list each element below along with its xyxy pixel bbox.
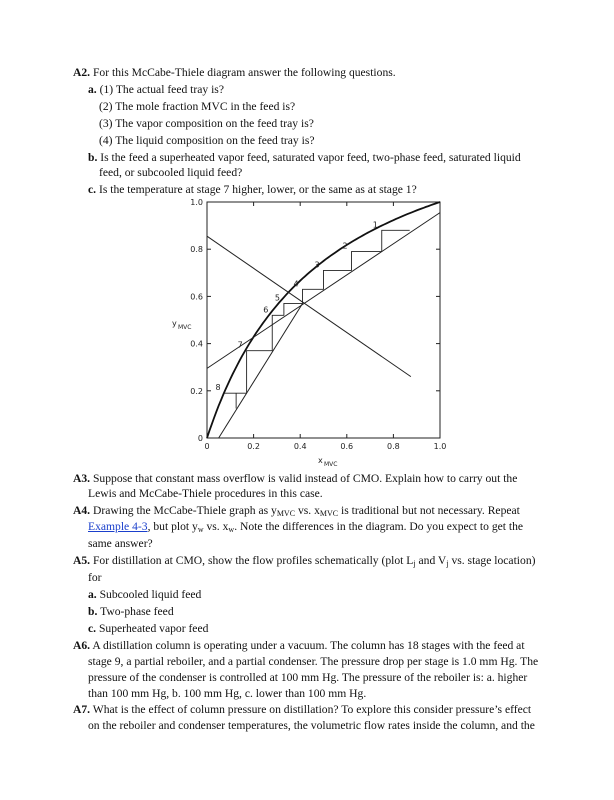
part-label: a. bbox=[88, 83, 97, 96]
question-text: A distillation column is operating under… bbox=[92, 639, 525, 652]
text: vs. x bbox=[203, 520, 229, 533]
stage-label: 3 bbox=[315, 260, 320, 269]
part-text: Superheated vapor feed bbox=[98, 622, 209, 635]
subscript: w bbox=[228, 525, 235, 534]
x-axis-label: x bbox=[318, 456, 323, 465]
part-text: Two-phase feed bbox=[100, 605, 174, 618]
question-a6: A6. A distillation column is operating u… bbox=[73, 639, 525, 653]
question-number: A2. bbox=[73, 66, 91, 79]
a2-part-a3: (3) The vapor composition on the feed tr… bbox=[99, 117, 314, 130]
question-text: For this McCabe-Thiele diagram answer th… bbox=[92, 66, 396, 79]
question-a4-cont2: same answer? bbox=[88, 537, 153, 550]
question-a3: A3. Suppose that constant mass overflow … bbox=[73, 472, 517, 486]
text: y bbox=[271, 504, 277, 517]
question-number: A3. bbox=[73, 472, 91, 485]
question-a4: A4. Drawing the McCabe-Thiele graph as y… bbox=[73, 504, 520, 518]
subscript: j bbox=[413, 559, 416, 568]
question-a6-cont: stage 9, a partial reboiler, and a parti… bbox=[88, 655, 539, 668]
question-a6-cont: than 100 mm Hg, b. 100 mm Hg, c. lower t… bbox=[88, 687, 367, 700]
subscript: MVC bbox=[319, 509, 339, 518]
x-axis-label-sub: MVC bbox=[324, 461, 337, 468]
y-tick-label: 0 bbox=[198, 434, 203, 443]
subscript: j bbox=[446, 559, 449, 568]
stage-label: 5 bbox=[275, 293, 280, 302]
question-number: A7. bbox=[73, 703, 91, 716]
text: and V bbox=[415, 554, 447, 567]
stage-label: 2 bbox=[342, 242, 347, 251]
part-text: Subcooled liquid feed bbox=[99, 588, 202, 601]
y-tick-label: 1.0 bbox=[190, 198, 203, 207]
y-tick-label: 0.4 bbox=[190, 340, 203, 349]
question-a5-cont: for bbox=[88, 571, 102, 584]
x-tick-label: 0.2 bbox=[247, 442, 260, 451]
a2-part-a4: (4) The liquid composition on the feed t… bbox=[99, 134, 315, 147]
plot-frame bbox=[206, 201, 441, 439]
part-label: c. bbox=[88, 622, 97, 635]
question-number: A4. bbox=[73, 504, 91, 517]
question-number: A6. bbox=[73, 639, 91, 652]
text: vs. stage location) bbox=[448, 554, 536, 567]
x-tick-label: 0.8 bbox=[387, 442, 400, 451]
text: . Note the differences in the diagram. D… bbox=[234, 520, 524, 533]
question-a2: A2. For this McCabe-Thiele diagram answe… bbox=[73, 66, 396, 80]
y-tick-label: 0.2 bbox=[190, 387, 203, 396]
x-tick-label: 1.0 bbox=[434, 442, 447, 451]
question-a6-cont: pressure of the condenser is controlled … bbox=[88, 671, 528, 684]
text: , but plot y bbox=[147, 520, 198, 533]
question-text: What is the effect of column pressure on… bbox=[92, 703, 532, 716]
stage-label: 1 bbox=[373, 220, 378, 229]
y-axis-label-sub: MVC bbox=[178, 324, 191, 331]
text: vs. bbox=[295, 504, 315, 517]
stripping-operating-line bbox=[218, 303, 303, 439]
a2-part-c: c. Is the temperature at stage 7 higher,… bbox=[88, 183, 417, 197]
text: Drawing the McCabe-Thiele graph as bbox=[92, 504, 272, 517]
a5-part-c: c. Superheated vapor feed bbox=[88, 622, 208, 636]
stage-label: 6 bbox=[263, 305, 268, 314]
subscript: w bbox=[197, 525, 204, 534]
part-text: (1) The actual feed tray is? bbox=[99, 83, 224, 96]
y-tick-label: 0.8 bbox=[190, 245, 203, 254]
x-tick-label: 0.4 bbox=[294, 442, 307, 451]
text: is traditional but not necessary. Repeat bbox=[338, 504, 520, 517]
question-number: A5. bbox=[73, 554, 91, 567]
feed-line bbox=[206, 235, 412, 378]
question-a7: A7. What is the effect of column pressur… bbox=[73, 703, 531, 717]
question-a7-cont: on the reboiler and condenser temperatur… bbox=[88, 719, 535, 732]
part-text: Is the temperature at stage 7 higher, lo… bbox=[98, 183, 417, 196]
text: x bbox=[314, 504, 320, 517]
y-tick-label: 0.6 bbox=[190, 292, 203, 301]
a2-part-b-cont: feed, or subcooled liquid feed? bbox=[99, 166, 243, 179]
part-label: c. bbox=[88, 183, 97, 196]
example-link[interactable]: Example 4-3 bbox=[88, 520, 148, 533]
stage-label: 8 bbox=[215, 383, 220, 392]
a5-part-a: a. Subcooled liquid feed bbox=[88, 588, 201, 602]
a2-part-b: b. Is the feed a superheated vapor feed,… bbox=[88, 151, 521, 165]
subscript: MVC bbox=[276, 509, 296, 518]
text: For distillation at CMO, show the flow p… bbox=[92, 554, 414, 567]
a2-part-a1: a. (1) The actual feed tray is? bbox=[88, 83, 224, 97]
part-label: a. bbox=[88, 588, 97, 601]
y-axis-label: y bbox=[172, 319, 177, 328]
stage-label: 7 bbox=[238, 341, 243, 350]
stage-staircase bbox=[224, 229, 410, 394]
x-tick-label: 0 bbox=[204, 442, 209, 451]
part-text: Is the feed a superheated vapor feed, sa… bbox=[100, 151, 521, 164]
part-label: b. bbox=[88, 151, 98, 164]
a2-part-a2: (2) The mole fraction MVC in the feed is… bbox=[99, 100, 296, 113]
question-a5: A5. For distillation at CMO, show the fl… bbox=[73, 554, 535, 568]
question-a4-cont: Example 4-3, but plot yw vs. xw. Note th… bbox=[88, 520, 523, 534]
part-label: b. bbox=[88, 605, 98, 618]
equilibrium-curve bbox=[206, 201, 441, 439]
rectifying-operating-line bbox=[206, 212, 441, 369]
question-text: Suppose that constant mass overflow is v… bbox=[92, 472, 518, 485]
x-tick-label: 0.6 bbox=[340, 442, 353, 451]
a5-part-b: b. Two-phase feed bbox=[88, 605, 174, 619]
stage-label: 4 bbox=[294, 279, 299, 288]
question-a3-cont: Lewis and McCabe-Thiele procedures in th… bbox=[88, 487, 323, 500]
